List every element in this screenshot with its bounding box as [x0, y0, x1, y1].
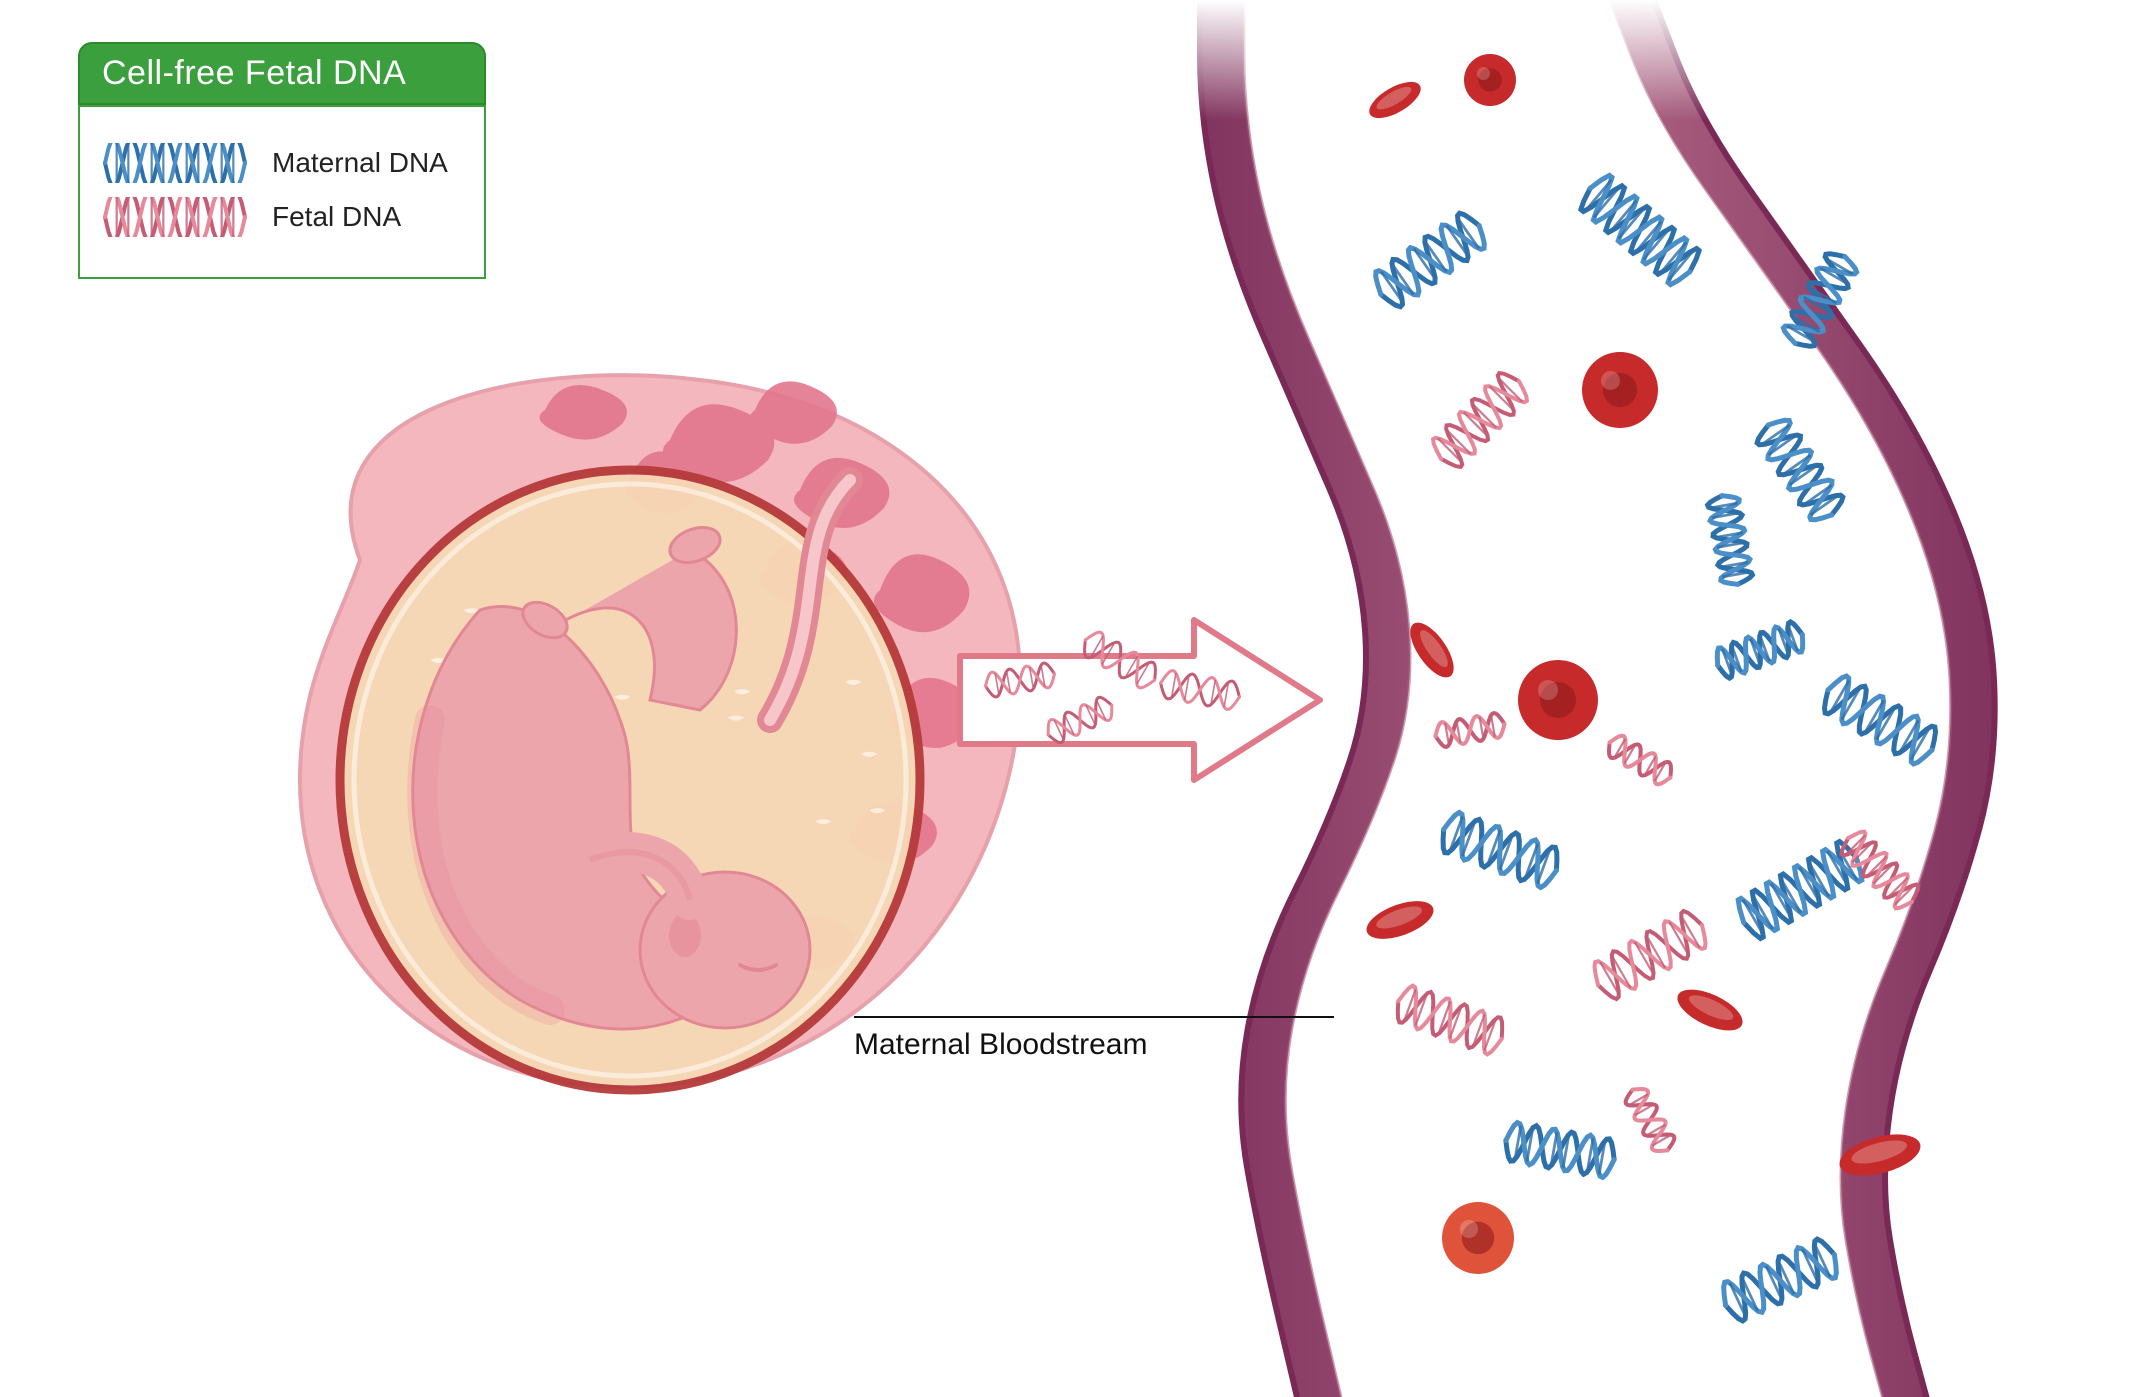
placenta-fetus: [300, 375, 1020, 1090]
bloodstream-label: Maternal Bloodstream: [854, 1028, 1147, 1062]
diagram-scene: [0, 0, 2145, 1397]
bloodstream-leader-line: [854, 1016, 1334, 1019]
